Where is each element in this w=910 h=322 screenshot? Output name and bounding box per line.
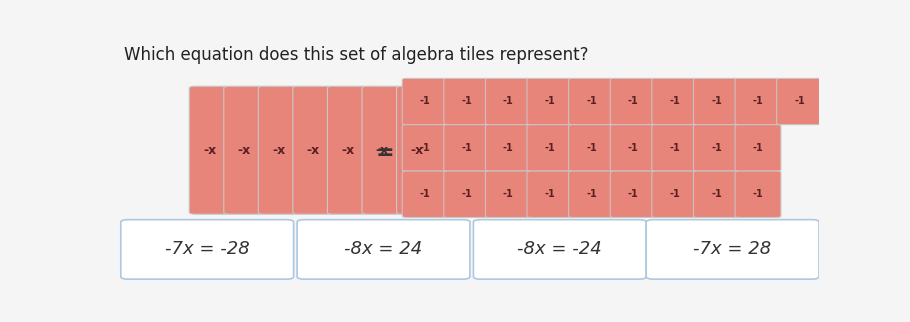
- FancyBboxPatch shape: [444, 171, 490, 217]
- FancyBboxPatch shape: [397, 86, 438, 214]
- FancyBboxPatch shape: [735, 171, 781, 217]
- Text: -1: -1: [711, 97, 722, 107]
- FancyBboxPatch shape: [402, 78, 448, 125]
- Text: -x: -x: [376, 144, 389, 157]
- Text: -1: -1: [461, 143, 472, 153]
- FancyBboxPatch shape: [735, 78, 781, 125]
- FancyBboxPatch shape: [652, 171, 698, 217]
- FancyBboxPatch shape: [121, 220, 294, 279]
- Text: -x: -x: [341, 144, 355, 157]
- FancyBboxPatch shape: [527, 171, 573, 217]
- Text: -1: -1: [503, 189, 514, 199]
- FancyBboxPatch shape: [569, 171, 614, 217]
- Text: -1: -1: [628, 143, 639, 153]
- Text: -1: -1: [544, 143, 555, 153]
- Text: -1: -1: [586, 143, 597, 153]
- FancyBboxPatch shape: [527, 125, 573, 171]
- FancyBboxPatch shape: [569, 125, 614, 171]
- Text: -1: -1: [670, 189, 680, 199]
- FancyBboxPatch shape: [652, 125, 698, 171]
- Text: -8x = 24: -8x = 24: [344, 241, 422, 258]
- Text: -1: -1: [753, 143, 763, 153]
- Text: -1: -1: [586, 189, 597, 199]
- Text: -1: -1: [586, 97, 597, 107]
- FancyBboxPatch shape: [485, 78, 531, 125]
- FancyBboxPatch shape: [444, 125, 490, 171]
- Text: Which equation does this set of algebra tiles represent?: Which equation does this set of algebra …: [125, 46, 589, 64]
- FancyBboxPatch shape: [527, 78, 573, 125]
- FancyBboxPatch shape: [485, 125, 531, 171]
- Text: -8x = -24: -8x = -24: [518, 241, 602, 258]
- Text: -1: -1: [711, 143, 722, 153]
- Text: -1: -1: [711, 189, 722, 199]
- FancyBboxPatch shape: [362, 86, 403, 214]
- Text: -x: -x: [307, 144, 320, 157]
- Text: -1: -1: [420, 97, 430, 107]
- Text: -7x = -28: -7x = -28: [165, 241, 249, 258]
- Text: -1: -1: [544, 189, 555, 199]
- FancyBboxPatch shape: [328, 86, 369, 214]
- FancyBboxPatch shape: [611, 171, 656, 217]
- Text: -1: -1: [420, 143, 430, 153]
- FancyBboxPatch shape: [293, 86, 334, 214]
- FancyBboxPatch shape: [402, 171, 448, 217]
- FancyBboxPatch shape: [646, 220, 819, 279]
- FancyBboxPatch shape: [473, 220, 646, 279]
- FancyBboxPatch shape: [776, 78, 823, 125]
- Text: -1: -1: [753, 189, 763, 199]
- FancyBboxPatch shape: [611, 125, 656, 171]
- Text: -7x = 28: -7x = 28: [693, 241, 772, 258]
- FancyBboxPatch shape: [693, 78, 739, 125]
- FancyBboxPatch shape: [652, 78, 698, 125]
- FancyBboxPatch shape: [693, 125, 739, 171]
- Text: -1: -1: [461, 97, 472, 107]
- Text: -1: -1: [670, 97, 680, 107]
- FancyBboxPatch shape: [693, 171, 739, 217]
- FancyBboxPatch shape: [258, 86, 299, 214]
- Text: -1: -1: [503, 97, 514, 107]
- Text: -1: -1: [461, 189, 472, 199]
- Text: -1: -1: [670, 143, 680, 153]
- FancyBboxPatch shape: [297, 220, 470, 279]
- FancyBboxPatch shape: [444, 78, 490, 125]
- Text: -x: -x: [410, 144, 424, 157]
- FancyBboxPatch shape: [611, 78, 656, 125]
- Text: -1: -1: [544, 97, 555, 107]
- Text: -1: -1: [503, 143, 514, 153]
- Text: -1: -1: [628, 189, 639, 199]
- Text: -1: -1: [420, 189, 430, 199]
- FancyBboxPatch shape: [402, 125, 448, 171]
- Text: -1: -1: [794, 97, 805, 107]
- FancyBboxPatch shape: [485, 171, 531, 217]
- Text: -1: -1: [753, 97, 763, 107]
- Text: -x: -x: [272, 144, 286, 157]
- FancyBboxPatch shape: [569, 78, 614, 125]
- FancyBboxPatch shape: [224, 86, 265, 214]
- FancyBboxPatch shape: [189, 86, 230, 214]
- Text: =: =: [376, 143, 395, 163]
- Text: -x: -x: [203, 144, 217, 157]
- FancyBboxPatch shape: [735, 125, 781, 171]
- Text: -1: -1: [628, 97, 639, 107]
- Text: -x: -x: [238, 144, 251, 157]
